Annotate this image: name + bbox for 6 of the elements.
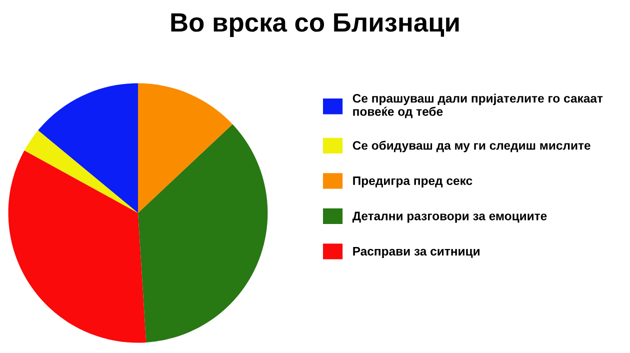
legend-label: Се обидуваш да му ги следиш мислите xyxy=(352,140,590,152)
chart-title: Во врска со Близнаци xyxy=(171,13,459,38)
legend-label: Расправи за ситници xyxy=(353,247,480,258)
legend-label: Се прашуваш дали пријателите го сакаат повеќе од тебе xyxy=(352,94,603,118)
legend-label: Детални разговори за емоциите xyxy=(352,212,547,223)
legend-label: Предигра пред секс xyxy=(353,176,472,188)
